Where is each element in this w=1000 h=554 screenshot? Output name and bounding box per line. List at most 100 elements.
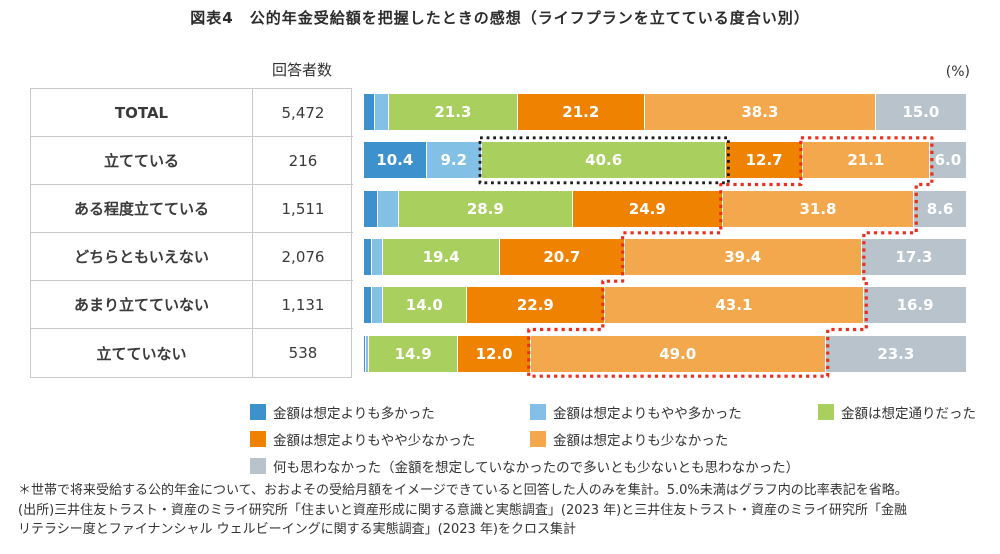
bar-row-1: 10.4 9.2 40.6 12.7 21.1 6.0	[364, 142, 966, 179]
legend-swatch	[530, 404, 546, 420]
respondents-column-header: 回答者数	[271, 61, 332, 79]
bar-value-label: 6.0	[934, 151, 962, 170]
bar-segment: 49.0	[530, 335, 826, 372]
legend-swatch	[250, 431, 266, 447]
bar-segment	[364, 287, 372, 324]
bar-value-label: 23.3	[877, 344, 915, 363]
bar-value-label: 43.1	[715, 296, 753, 315]
bar-value-label: 19.4	[422, 248, 460, 266]
bar-segment: 21.3	[389, 94, 518, 130]
table-row-label: ある程度立てている	[31, 185, 253, 233]
bar-segment: 16.9	[864, 287, 966, 324]
bar-value-label: 28.9	[466, 199, 504, 218]
bar-value-label: 24.9	[628, 199, 666, 218]
legend-label: 金額は想定よりもやや多かった	[553, 406, 742, 422]
table-row-label: TOTAL	[31, 89, 253, 137]
bar-row-4: 14.0 22.9 43.1 16.9	[364, 287, 966, 324]
bar-value-label: 20.7	[543, 248, 581, 266]
bar-value-label: 38.3	[741, 103, 779, 121]
bar-segment: 17.3	[861, 239, 966, 275]
bar-value-label: 17.3	[895, 248, 933, 266]
footnote: ＊世帯で将来受給する公的年金について、おおよその受給月額をイメージできていると回…	[18, 481, 986, 540]
bar-value-label: 16.9	[896, 296, 934, 315]
table-row-count: 1,511	[253, 185, 353, 233]
legend-label: 金額は想定よりもやや少なかった	[273, 433, 476, 449]
figure-title: 図表4 公的年金受給額を把握したときの感想（ライフプランを立てている度合い別）	[190, 9, 810, 27]
bar-segment: 38.3	[645, 94, 876, 130]
bar-segment	[364, 335, 366, 372]
table-row-label: どちらともいえない	[31, 233, 253, 281]
bar-segment: 21.2	[517, 94, 646, 130]
bar-segment: 15.0	[875, 94, 966, 130]
stacked-bar-chart: 21.3 21.2 38.3 15.0 10.4 9.2 40.6 12.7 21.1 6.0 28…	[364, 88, 966, 378]
bar-segment: 14.0	[382, 287, 467, 324]
bar-segment: 24.9	[572, 190, 723, 227]
bar-segment: 22.9	[466, 287, 605, 324]
bar-segment	[371, 287, 383, 324]
legend-label: 金額は想定通りだった	[841, 406, 976, 422]
bar-segment: 8.6	[914, 190, 966, 227]
legend-item: 金額は想定通りだった	[818, 402, 976, 422]
bar-value-label: 14.9	[394, 344, 432, 363]
bar-segment: 12.7	[726, 142, 803, 179]
bar-value-label: 12.0	[475, 344, 513, 363]
bar-segment: 43.1	[604, 287, 865, 324]
legend-item: 金額は想定よりも少なかった	[530, 429, 728, 449]
bar-value-label: 21.2	[562, 103, 600, 121]
bar-segment: 10.4	[364, 142, 427, 179]
bar-segment: 19.4	[383, 239, 501, 275]
bar-value-label: 14.0	[405, 296, 443, 315]
bar-value-label: 15.0	[902, 103, 940, 121]
footnote-line: リテラシー度とファイナンシャル ウェルビーイングに関する実態調査」(2023 年…	[18, 522, 576, 537]
legend-swatch	[250, 458, 266, 474]
bar-row-3: 19.4 20.7 39.4 17.3	[364, 239, 966, 275]
footnote-line: (出所)三井住友トラスト・資産のミライ研究所「住まいと資産形成に関する意識と実態…	[18, 502, 907, 518]
table-row-count: 2,076	[253, 233, 353, 281]
bar-row-5: 14.9 12.0 49.0 23.3	[364, 335, 966, 372]
legend-item: 金額は想定よりも多かった	[250, 402, 435, 422]
legend-item: 金額は想定よりもやや多かった	[530, 402, 742, 422]
table-row-label: 立てている	[31, 137, 253, 185]
legend-swatch	[250, 404, 266, 420]
bar-value-label: 39.4	[724, 248, 762, 266]
table-row-count: 5,472	[253, 89, 353, 137]
bar-segment: 14.9	[368, 335, 459, 372]
bar-segment	[364, 239, 373, 275]
bar-value-label: 12.7	[745, 151, 783, 170]
bar-segment	[365, 335, 369, 372]
legend-swatch	[818, 404, 834, 420]
bar-segment: 39.4	[624, 239, 862, 275]
bar-segment: 6.0	[929, 142, 966, 179]
bar-segment: 40.6	[481, 142, 727, 179]
table-row-count: 538	[288, 344, 318, 362]
table-row-label: あまり立てていない	[31, 281, 253, 329]
bar-segment	[378, 190, 399, 227]
legend-label: 金額は想定よりも少なかった	[553, 433, 729, 449]
bar-value-label: 31.8	[799, 199, 837, 218]
bar-segment	[375, 94, 390, 130]
bar-segment: 28.9	[398, 190, 573, 227]
bar-segment: 23.3	[825, 335, 966, 372]
table-row-count: 216	[253, 137, 353, 185]
bar-segment: 20.7	[500, 239, 625, 275]
bar-value-label: 21.1	[847, 151, 885, 170]
bar-segment	[364, 190, 379, 227]
legend-label: 何も思わなかった（金額を想定していなかったので多いとも少ないとも思わなかった）	[273, 460, 800, 476]
legend-label: 金額は想定よりも多かった	[273, 406, 435, 422]
bar-segment	[364, 94, 376, 130]
bar-value-label: 40.6	[585, 151, 623, 170]
bar-segment: 21.1	[802, 142, 930, 179]
bar-value-label: 9.2	[440, 151, 468, 170]
bar-segment: 12.0	[458, 335, 531, 372]
footnote-line: ＊世帯で将来受給する公的年金について、おおよその受給月額をイメージできていると回…	[18, 483, 908, 498]
bar-value-label: 22.9	[516, 296, 554, 315]
table-row-label: 立てていない	[31, 329, 253, 377]
bar-segment	[372, 239, 384, 275]
legend-item: 何も思わなかった（金額を想定していなかったので多いとも少ないとも思わなかった）	[250, 456, 799, 476]
table-row-count: 1,131	[253, 281, 353, 329]
bar-row-2: 28.9 24.9 31.8 8.6	[364, 190, 966, 227]
respondents-table: TOTAL 5,472 立てている 216 ある程度立てている 1,511 どちらともいえな…	[30, 88, 353, 378]
percent-unit-label: (%)	[945, 64, 970, 80]
legend-item: 金額は想定よりもやや少なかった	[250, 429, 475, 449]
